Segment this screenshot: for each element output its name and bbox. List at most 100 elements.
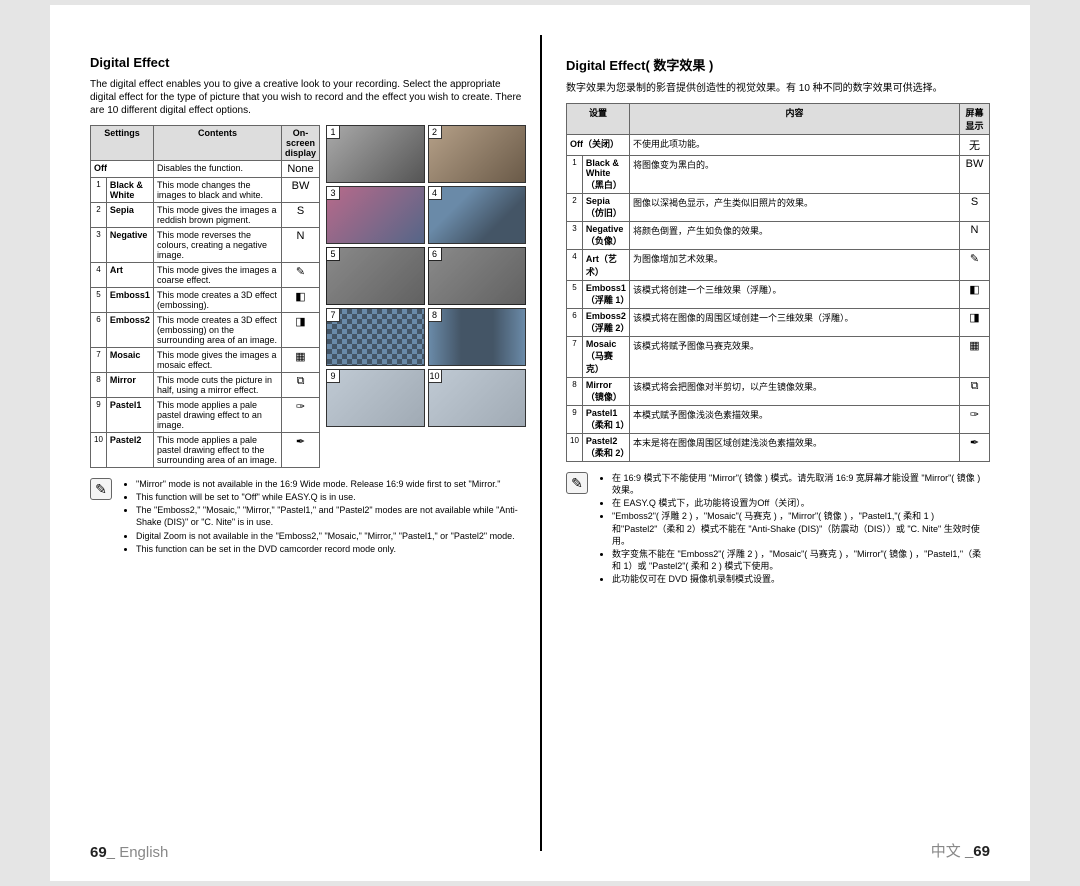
preview-thumb: 10 (428, 369, 527, 427)
table-row: 8MirrorThis mode cuts the picture in hal… (91, 373, 320, 398)
th-contents-r: 内容 (629, 104, 959, 135)
table-row: 1Black & WhiteThis mode changes the imag… (91, 178, 320, 203)
right-lang-label: 中文 (931, 843, 961, 860)
right-footer: 中文 _69 (566, 840, 990, 861)
preview-thumb: 5 (326, 247, 425, 305)
note-item: 数字变焦不能在 "Emboss2"( 浮雕 2 ) ，"Mosaic"( 马赛克… (612, 548, 990, 572)
table-row: 10Pastel2（柔和 2）本末是将在图像周围区域创建浅淡色素描效果。✒ (567, 434, 990, 462)
row-setting: Negative (106, 228, 153, 263)
right-page-number: _69 (965, 843, 990, 860)
row-index: 10 (567, 434, 583, 462)
row-index: 9 (567, 406, 583, 434)
table-row: 6Emboss2This mode creates a 3D effect (e… (91, 313, 320, 348)
row-osd-icon: ✎ (960, 250, 990, 281)
table-row: 5Emboss1（浮雕 1）该模式将创建一个三维效果（浮雕）。◧ (567, 281, 990, 309)
left-title: Digital Effect (90, 55, 526, 70)
row-setting: Pastel2（柔和 2） (582, 434, 629, 462)
thumb-number: 9 (326, 369, 340, 383)
preview-thumb: 7 (326, 308, 425, 366)
table-row: 7Mosaic（马赛克）该模式将赋予图像马赛克效果。▦ (567, 337, 990, 378)
row-index: 10 (91, 433, 107, 468)
left-footer: 69_ English (90, 844, 526, 861)
row-desc: 本模式赋予图像浅淡色素描效果。 (629, 406, 959, 434)
row-desc: This mode creates a 3D effect (embossing… (153, 313, 281, 348)
table-row: 6Emboss2（浮雕 2）该模式将在图像的周围区域创建一个三维效果（浮雕）。◨ (567, 309, 990, 337)
note-item: 在 16:9 模式下不能使用 "Mirror"( 镜像 ) 模式。请先取消 16… (612, 472, 990, 496)
preview-thumb: 2 (428, 125, 527, 183)
note-item: "Emboss2"( 浮雕 2 ) ，"Mosaic"( 马赛克 ) ，"Mir… (612, 510, 990, 546)
row-osd-icon: N (282, 228, 320, 263)
row-setting: Art (106, 263, 153, 288)
right-column: Digital Effect( 数字效果 ) 数字效果为您录制的影音提供创造性的… (556, 55, 990, 861)
row-setting: Negative（负像） (582, 222, 629, 250)
right-effects-table: 设置 内容 屏幕显示 Off（关闭）不使用此项功能。无1Black & Whit… (566, 103, 990, 462)
row-setting: Sepia (106, 203, 153, 228)
note-item: This function will be set to "Off" while… (136, 491, 526, 503)
row-desc: 该模式将在图像的周围区域创建一个三维效果（浮雕）。 (629, 309, 959, 337)
table-row: 1Black & White（黑白）将图像变为黑白的。BW (567, 156, 990, 194)
th-settings: Settings (91, 126, 154, 161)
row-osd-icon: ▦ (282, 348, 320, 373)
preview-thumb: 6 (428, 247, 527, 305)
row-osd-icon: None (282, 161, 320, 178)
row-index: 8 (91, 373, 107, 398)
row-osd-icon: BW (282, 178, 320, 203)
row-desc: 将图像变为黑白的。 (629, 156, 959, 194)
manual-page: Digital Effect The digital effect enable… (50, 5, 1030, 881)
note-item: "Mirror" mode is not available in the 16… (136, 478, 526, 490)
table-row: 9Pastel1This mode applies a pale pastel … (91, 398, 320, 433)
left-notes: ✎ "Mirror" mode is not available in the … (90, 478, 526, 556)
row-setting: Mirror（镜像） (582, 378, 629, 406)
row-setting: Pastel2 (106, 433, 153, 468)
th-settings-r: 设置 (567, 104, 630, 135)
table-row: 10Pastel2This mode applies a pale pastel… (91, 433, 320, 468)
table-row: 9Pastel1（柔和 1）本模式赋予图像浅淡色素描效果。✑ (567, 406, 990, 434)
row-desc: This mode changes the images to black an… (153, 178, 281, 203)
center-divider (540, 35, 542, 851)
row-setting: Mosaic（马赛克） (582, 337, 629, 378)
note-item: Digital Zoom is not available in the "Em… (136, 530, 526, 542)
table-row: 4ArtThis mode gives the images a coarse … (91, 263, 320, 288)
row-osd-icon: S (960, 194, 990, 222)
table-row: 3NegativeThis mode reverses the colours,… (91, 228, 320, 263)
row-index: 6 (567, 309, 583, 337)
left-page-number: 69_ (90, 844, 115, 861)
row-setting: Sepia（仿旧） (582, 194, 629, 222)
row-index: 5 (91, 288, 107, 313)
row-index: 8 (567, 378, 583, 406)
left-lang-label: English (119, 844, 168, 861)
row-osd-icon: ▦ (960, 337, 990, 378)
table-row: 2SepiaThis mode gives the images a reddi… (91, 203, 320, 228)
row-setting: Off（关闭） (567, 135, 630, 156)
row-osd-icon: N (960, 222, 990, 250)
thumb-number: 4 (428, 186, 442, 200)
row-setting: Emboss2 (106, 313, 153, 348)
row-desc: Disables the function. (153, 161, 281, 178)
row-osd-icon: BW (960, 156, 990, 194)
preview-thumb: 8 (428, 308, 527, 366)
row-index: 5 (567, 281, 583, 309)
row-desc: This mode applies a pale pastel drawing … (153, 398, 281, 433)
row-index: 2 (567, 194, 583, 222)
thumb-number: 6 (428, 247, 442, 261)
row-desc: 不使用此项功能。 (629, 135, 959, 156)
row-desc: 该模式将会把图像对半剪切，以产生镜像效果。 (629, 378, 959, 406)
row-index: 2 (91, 203, 107, 228)
row-desc: 将颜色倒置，产生如负像的效果。 (629, 222, 959, 250)
row-desc: This mode gives the images a reddish bro… (153, 203, 281, 228)
row-index: 3 (91, 228, 107, 263)
left-column: Digital Effect The digital effect enable… (90, 55, 536, 861)
row-desc: This mode reverses the colours, creating… (153, 228, 281, 263)
row-setting: Art（艺术） (582, 250, 629, 281)
row-index: 1 (567, 156, 583, 194)
row-index: 1 (91, 178, 107, 203)
row-osd-icon: ⧉ (282, 373, 320, 398)
row-osd-icon: ⧉ (960, 378, 990, 406)
thumb-number: 5 (326, 247, 340, 261)
table-row: 4Art（艺术）为图像增加艺术效果。✎ (567, 250, 990, 281)
right-notes: ✎ 在 16:9 模式下不能使用 "Mirror"( 镜像 ) 模式。请先取消 … (566, 472, 990, 586)
table-row: OffDisables the function.None (91, 161, 320, 178)
row-setting: Pastel1（柔和 1） (582, 406, 629, 434)
left-intro: The digital effect enables you to give a… (90, 78, 526, 117)
preview-thumb: 9 (326, 369, 425, 427)
